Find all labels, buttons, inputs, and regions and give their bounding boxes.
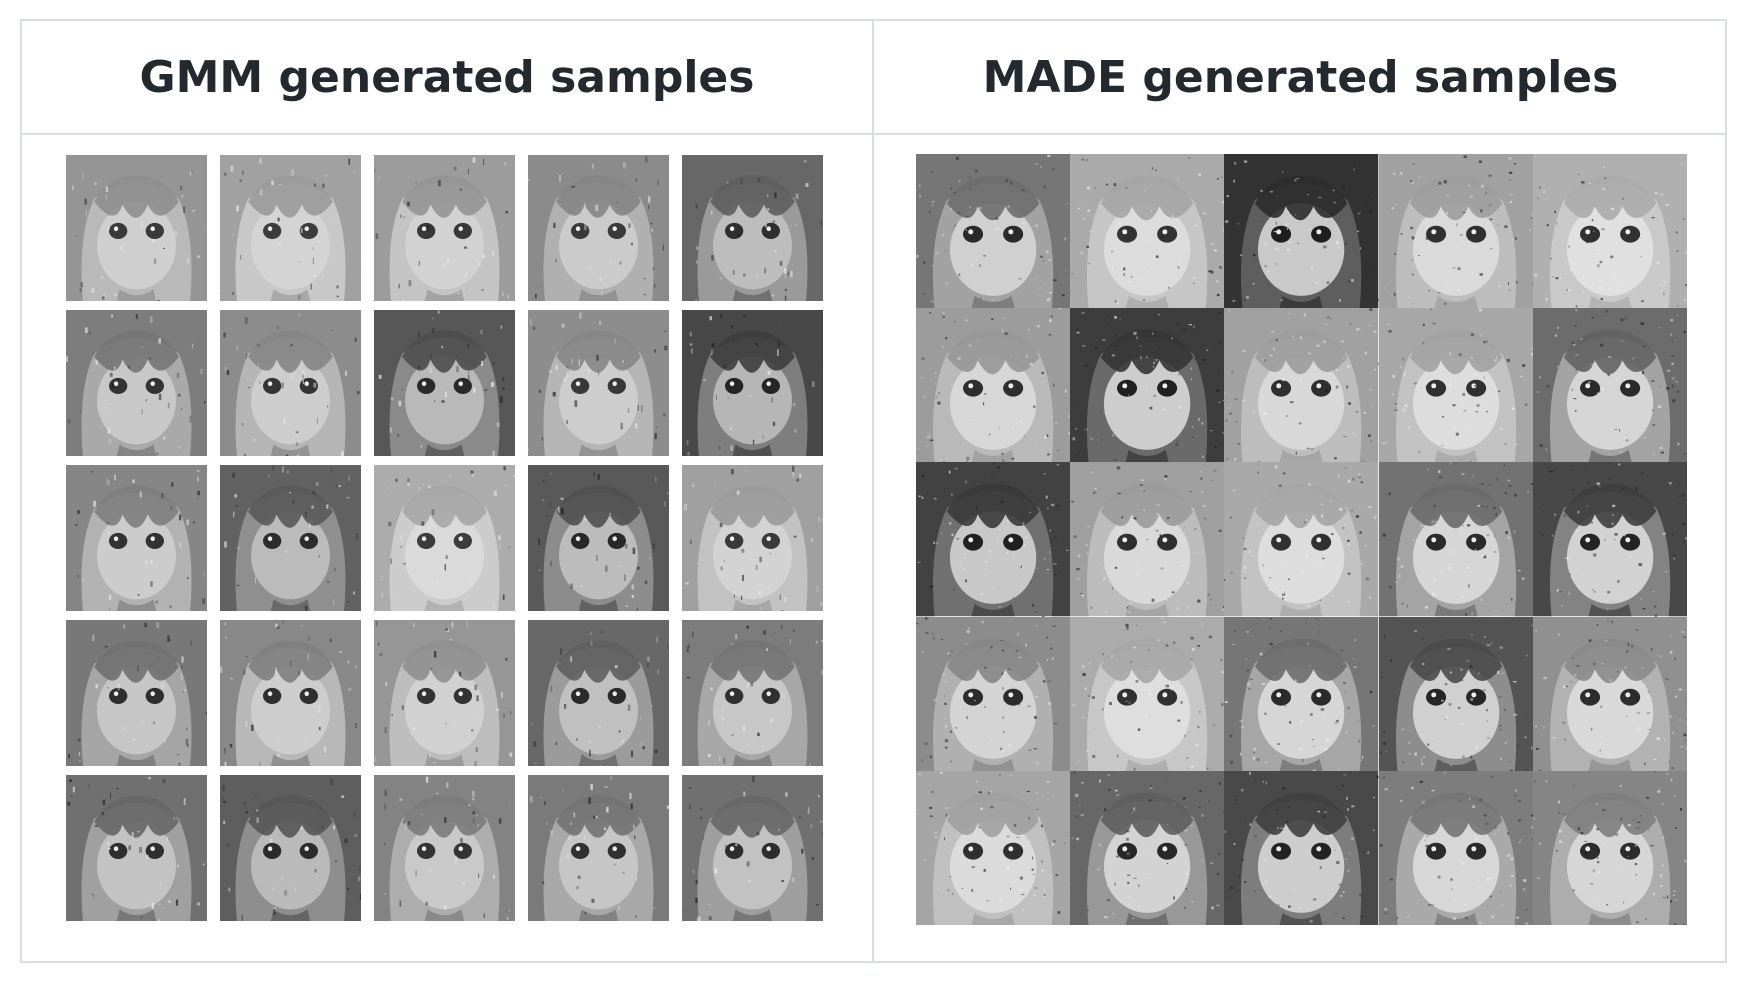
made-sample-image bbox=[1378, 462, 1533, 617]
made-sample-image bbox=[1224, 308, 1379, 463]
gmm-sample-image bbox=[528, 620, 669, 766]
gmm-sample-image bbox=[66, 620, 207, 766]
made-sample-image bbox=[916, 462, 1071, 617]
gmm-header: GMM generated samples bbox=[22, 21, 874, 135]
gmm-sample-image bbox=[682, 465, 823, 611]
made-sample-image bbox=[916, 770, 1071, 925]
made-sample-image bbox=[1532, 154, 1687, 309]
gmm-sample-image bbox=[374, 775, 515, 921]
gmm-sample-image bbox=[220, 775, 361, 921]
gmm-sample-image bbox=[374, 155, 515, 301]
comparison-table: GMM generated samples MADE generated sam… bbox=[20, 19, 1727, 963]
made-sample-image bbox=[1378, 770, 1533, 925]
made-sample-image bbox=[1224, 154, 1379, 309]
made-sample-image bbox=[1070, 770, 1225, 925]
gmm-sample-image bbox=[374, 465, 515, 611]
gmm-sample-image bbox=[528, 775, 669, 921]
gmm-sample-image bbox=[220, 620, 361, 766]
made-sample-image bbox=[1224, 462, 1379, 617]
gmm-sample-image bbox=[66, 310, 207, 456]
gmm-sample-image bbox=[66, 465, 207, 611]
made-sample-grid bbox=[916, 154, 1687, 925]
made-sample-image bbox=[1532, 616, 1687, 771]
made-sample-image bbox=[916, 616, 1071, 771]
gmm-sample-image bbox=[374, 310, 515, 456]
made-cell bbox=[874, 135, 1727, 963]
made-sample-image bbox=[1070, 462, 1225, 617]
gmm-sample-image bbox=[374, 620, 515, 766]
made-sample-image bbox=[1532, 462, 1687, 617]
made-sample-image bbox=[1070, 616, 1225, 771]
gmm-sample-image bbox=[682, 310, 823, 456]
gmm-sample-image bbox=[528, 155, 669, 301]
gmm-sample-image bbox=[66, 775, 207, 921]
made-sample-image bbox=[1378, 616, 1533, 771]
gmm-sample-image bbox=[66, 155, 207, 301]
made-header: MADE generated samples bbox=[874, 21, 1727, 135]
gmm-sample-image bbox=[682, 775, 823, 921]
gmm-sample-image bbox=[682, 155, 823, 301]
made-sample-image bbox=[1532, 770, 1687, 925]
made-sample-image bbox=[1378, 154, 1533, 309]
made-sample-image bbox=[1532, 308, 1687, 463]
gmm-cell bbox=[22, 135, 874, 963]
gmm-sample-image bbox=[220, 310, 361, 456]
made-sample-image bbox=[1224, 770, 1379, 925]
gmm-sample-image bbox=[528, 465, 669, 611]
made-sample-image bbox=[916, 154, 1071, 309]
made-sample-image bbox=[1378, 308, 1533, 463]
made-sample-image bbox=[1070, 308, 1225, 463]
gmm-sample-grid bbox=[66, 155, 824, 923]
made-sample-image bbox=[1070, 154, 1225, 309]
gmm-sample-image bbox=[682, 620, 823, 766]
made-sample-image bbox=[916, 308, 1071, 463]
made-sample-image bbox=[1224, 616, 1379, 771]
gmm-sample-image bbox=[220, 465, 361, 611]
gmm-sample-image bbox=[220, 155, 361, 301]
gmm-sample-image bbox=[528, 310, 669, 456]
